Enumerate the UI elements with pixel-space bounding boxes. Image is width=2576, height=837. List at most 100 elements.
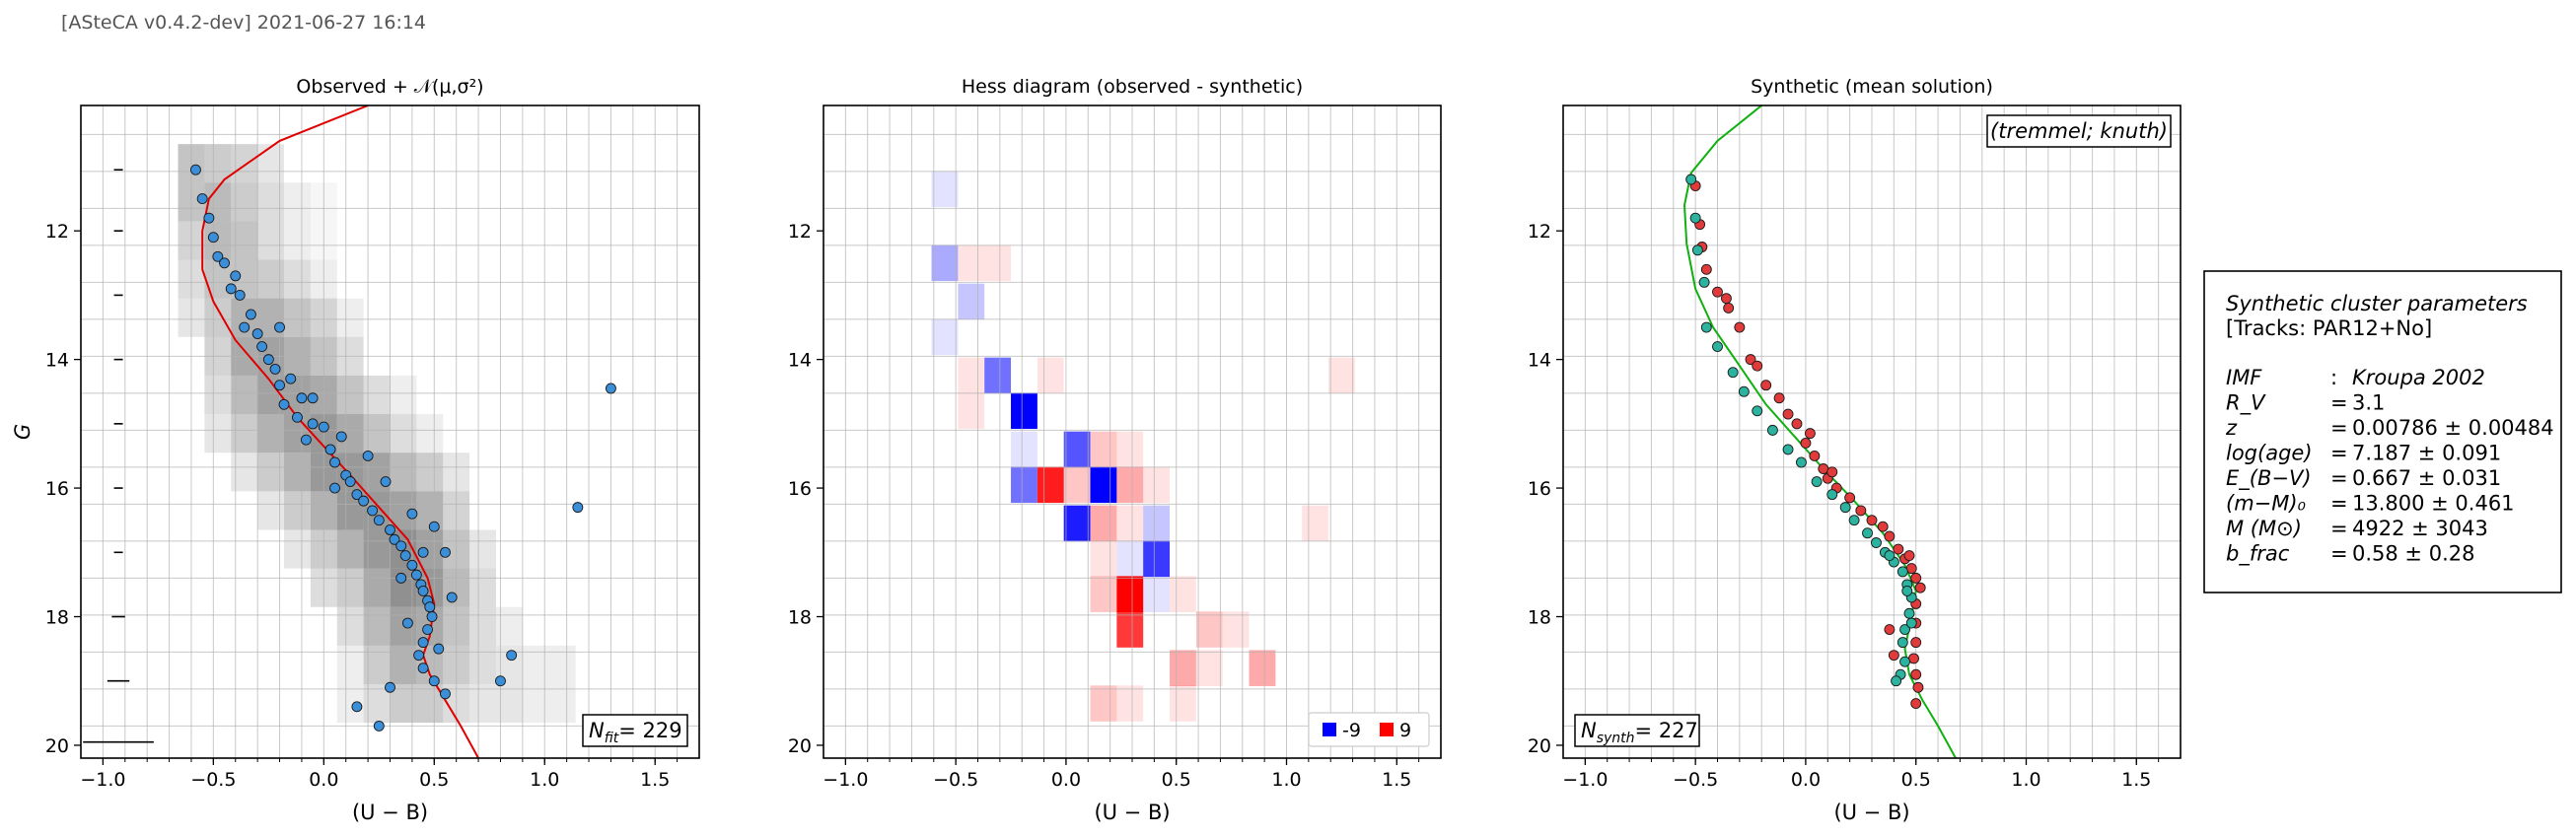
- density-cell: [204, 375, 232, 415]
- hess-cell: [1116, 685, 1144, 722]
- density-cell: [469, 683, 496, 724]
- observed-star-point: [300, 434, 312, 446]
- synthetic-binary-point: [1773, 392, 1785, 404]
- density-cell: [416, 414, 444, 453]
- param-separator: =: [2330, 442, 2348, 465]
- synthetic-binary-point: [1912, 681, 1924, 693]
- observed-star-point: [307, 392, 319, 404]
- density-cell: [284, 221, 311, 260]
- hess-cell: [931, 244, 959, 282]
- density-cell: [284, 529, 311, 569]
- y-tick-label: 20: [1528, 735, 1551, 757]
- hess-cell: [1116, 505, 1144, 542]
- observed-star-point: [385, 681, 395, 693]
- x-tick-label: −1.0: [80, 769, 125, 791]
- observed-star-point: [495, 675, 506, 687]
- observed-star-point: [296, 392, 308, 404]
- observed-star-point: [274, 321, 285, 333]
- x-tick-label: 1.0: [1271, 769, 1301, 791]
- observed-star-point: [395, 540, 407, 552]
- observed-star-point: [245, 309, 256, 320]
- synthetic-single-point: [1826, 489, 1838, 501]
- x-tick-label: −0.5: [1673, 769, 1718, 791]
- y-tick-label: 16: [788, 478, 812, 500]
- observed-star-point: [362, 451, 374, 461]
- synthetic-binary-point: [1804, 428, 1816, 440]
- density-cell: [416, 453, 444, 492]
- plot-area: [81, 105, 699, 758]
- observed-star-point: [212, 250, 224, 262]
- observed-star-point: [440, 546, 451, 558]
- hess-cell: [1063, 505, 1091, 542]
- hess-cell: [931, 318, 959, 356]
- synthetic-binary-point: [1884, 530, 1896, 542]
- observed-star-point: [417, 546, 429, 558]
- synthetic-single-point: [1862, 527, 1873, 539]
- count-box: [1574, 714, 1700, 747]
- density-cell: [336, 645, 364, 684]
- synthetic-binary-point: [1734, 321, 1746, 333]
- density-cell: [469, 529, 496, 569]
- legend-swatch: [1323, 723, 1336, 736]
- observed-star-point: [335, 431, 347, 443]
- density-cell: [284, 491, 311, 530]
- synthetic-single-point: [1811, 476, 1823, 487]
- density-cell: [204, 144, 232, 183]
- hess-cell: [1222, 611, 1250, 648]
- y-tick-label: 18: [1528, 607, 1551, 629]
- x-tick-label: 0.5: [1901, 769, 1931, 791]
- synthetic-single-point: [1871, 537, 1882, 548]
- hess-cell: [1116, 466, 1144, 504]
- y-tick-label: 14: [1528, 350, 1551, 372]
- param-separator: :: [2330, 366, 2337, 389]
- observed-star-point: [422, 624, 434, 636]
- synthetic-binary-point: [1745, 354, 1756, 366]
- param-value: 7.187 ± 0.091: [2352, 442, 2501, 465]
- synthetic-binary-point: [1910, 572, 1922, 584]
- synthetic-single-point: [1848, 515, 1860, 526]
- synthetic-single-point: [1738, 385, 1750, 397]
- synthetic-single-point: [1905, 617, 1917, 629]
- observed-star-point: [292, 411, 303, 423]
- x-tick-label: −1.0: [1562, 769, 1608, 791]
- synthetic-single-point: [1700, 321, 1712, 333]
- y-tick-label: 16: [1528, 478, 1551, 500]
- hess-cell: [1116, 431, 1144, 468]
- hess-cell: [1037, 466, 1064, 504]
- synthetic-single-point: [1766, 424, 1778, 436]
- observed-star-point: [196, 193, 208, 205]
- hess-cell: [1011, 466, 1038, 504]
- observed-star-point: [278, 398, 290, 410]
- hess-cell: [958, 392, 985, 430]
- hess-cell: [1063, 431, 1091, 468]
- observed-star-point: [344, 476, 356, 487]
- synthetic-single-point: [1691, 244, 1703, 256]
- observed-star-point: [358, 495, 370, 507]
- observed-star-point: [219, 257, 231, 269]
- hess-cell: [1090, 466, 1117, 504]
- panel-title: Synthetic (mean solution): [1751, 76, 1993, 98]
- param-value: 3.1: [2352, 391, 2385, 415]
- hess-cell: [1011, 431, 1038, 468]
- x-tick-label: 0.5: [419, 769, 449, 791]
- params-frame: [2203, 270, 2562, 593]
- observed-star-point: [351, 489, 363, 501]
- observed-star-point: [256, 341, 268, 353]
- density-cell: [204, 414, 232, 453]
- count-box: [582, 714, 688, 747]
- param-separator: =: [2330, 492, 2348, 516]
- observed-star-point: [389, 533, 400, 545]
- observed-star-point: [395, 572, 407, 584]
- observed-star-point: [506, 650, 518, 662]
- synthetic-single-point: [1698, 276, 1710, 288]
- synthetic-binary-point: [1884, 624, 1896, 636]
- hess-cell: [1143, 540, 1171, 578]
- observed-star-point: [417, 663, 429, 674]
- observed-panel: Observed + 𝒩(μ,σ²) −1.0 −0.5 0.0 0.5 1.0 1.5 12…: [11, 76, 700, 824]
- observed-star-point: [262, 354, 274, 366]
- y-axis-label: G: [11, 424, 35, 440]
- y-tick-label: 12: [788, 221, 812, 243]
- hess-cell: [1195, 611, 1223, 648]
- synthetic-binary-point: [1903, 550, 1915, 562]
- density-cell: [336, 529, 364, 569]
